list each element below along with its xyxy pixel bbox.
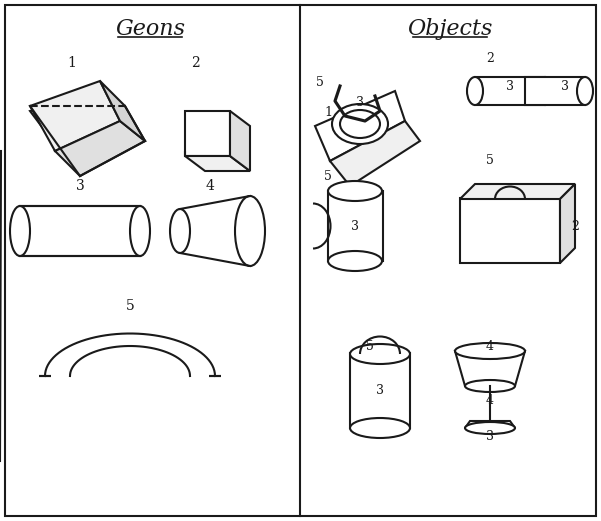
Polygon shape: [230, 111, 250, 171]
Text: 3: 3: [376, 384, 384, 398]
Ellipse shape: [577, 77, 593, 105]
Text: 5: 5: [366, 340, 374, 353]
Text: Geons: Geons: [115, 18, 185, 40]
Ellipse shape: [235, 196, 265, 266]
Text: 4: 4: [206, 179, 215, 193]
Polygon shape: [330, 121, 420, 186]
Text: 5: 5: [324, 169, 332, 182]
Text: 2: 2: [486, 53, 494, 66]
Polygon shape: [465, 421, 515, 428]
Ellipse shape: [467, 77, 483, 105]
Ellipse shape: [170, 209, 190, 253]
Text: 5: 5: [486, 155, 494, 167]
Text: 2: 2: [191, 56, 200, 70]
Text: 1: 1: [67, 56, 76, 70]
Text: 5: 5: [126, 299, 135, 313]
Text: 1: 1: [324, 106, 332, 119]
Text: 3: 3: [356, 96, 364, 109]
Polygon shape: [100, 81, 145, 141]
Text: 4: 4: [486, 340, 494, 353]
Bar: [460, 198, 560, 263]
Polygon shape: [30, 81, 120, 151]
Ellipse shape: [130, 206, 150, 256]
Bar: [350, 353, 410, 428]
Text: 4: 4: [486, 394, 494, 407]
Ellipse shape: [10, 206, 30, 256]
Text: 3: 3: [486, 429, 494, 442]
Polygon shape: [55, 121, 145, 176]
Ellipse shape: [340, 110, 380, 138]
Polygon shape: [560, 184, 575, 263]
Polygon shape: [548, 99, 570, 103]
Ellipse shape: [332, 104, 388, 144]
Text: 3: 3: [561, 80, 569, 93]
Text: Objects: Objects: [407, 18, 493, 40]
Polygon shape: [455, 351, 525, 386]
Ellipse shape: [328, 181, 382, 201]
Bar: [475, 77, 545, 105]
Text: 3: 3: [351, 219, 359, 232]
Bar: [328, 191, 383, 261]
Ellipse shape: [537, 77, 553, 105]
Ellipse shape: [328, 251, 382, 271]
Polygon shape: [185, 156, 250, 171]
Ellipse shape: [465, 422, 515, 434]
Polygon shape: [30, 91, 115, 151]
Polygon shape: [460, 184, 575, 199]
Ellipse shape: [455, 343, 525, 359]
Ellipse shape: [350, 344, 410, 364]
FancyBboxPatch shape: [20, 206, 140, 256]
Polygon shape: [315, 91, 405, 161]
Polygon shape: [185, 111, 230, 156]
Bar: [525, 77, 585, 105]
Ellipse shape: [465, 380, 515, 392]
Text: 5: 5: [316, 77, 324, 90]
Text: 3: 3: [506, 80, 514, 93]
Ellipse shape: [350, 418, 410, 438]
Text: 3: 3: [76, 179, 84, 193]
Text: 2: 2: [571, 219, 579, 232]
